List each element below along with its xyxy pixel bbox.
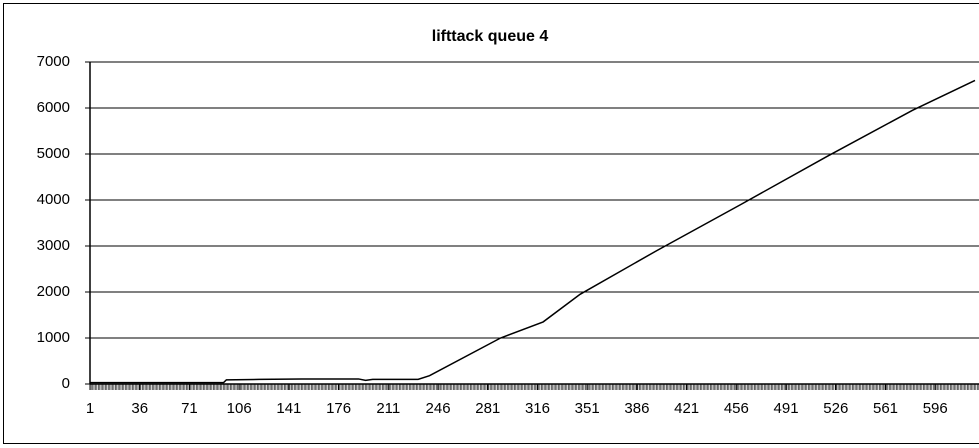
chart-frame xyxy=(3,3,979,444)
y-tick-label: 4000 xyxy=(37,191,70,208)
line-series xyxy=(90,79,976,384)
x-tick-label: 141 xyxy=(276,400,301,417)
x-tick-label: 246 xyxy=(426,400,451,417)
y-tick-label: 5000 xyxy=(37,145,70,162)
x-tick-label: 211 xyxy=(376,400,400,417)
x-tick-label: 106 xyxy=(227,400,252,417)
x-tick-label: 526 xyxy=(823,400,848,417)
x-tick-label: 176 xyxy=(326,400,351,417)
x-tick-label: 281 xyxy=(475,400,500,417)
y-tick-label: 0 xyxy=(62,375,70,392)
y-tick-label: 6000 xyxy=(37,99,70,116)
x-tick-label: 421 xyxy=(674,400,699,417)
y-tick-label: 1000 xyxy=(37,329,70,346)
x-tick-label: 386 xyxy=(624,400,649,417)
x-tick-label: 316 xyxy=(525,400,550,417)
x-tick-label: 491 xyxy=(774,400,799,417)
chart-title: lifttack queue 4 xyxy=(432,28,549,45)
x-tick-label: 36 xyxy=(131,400,148,417)
y-tick-label: 3000 xyxy=(37,237,70,254)
y-tick-label: 7000 xyxy=(37,53,70,70)
x-tick-label: 1 xyxy=(86,400,94,417)
x-tick-label: 71 xyxy=(181,400,198,417)
x-tick-label: 561 xyxy=(873,400,898,417)
x-tick-label: 596 xyxy=(923,400,948,417)
y-tick-label: 2000 xyxy=(37,283,70,300)
x-tick-label: 456 xyxy=(724,400,749,417)
minor-ticks xyxy=(90,384,979,390)
x-tick-label: 351 xyxy=(575,400,600,417)
